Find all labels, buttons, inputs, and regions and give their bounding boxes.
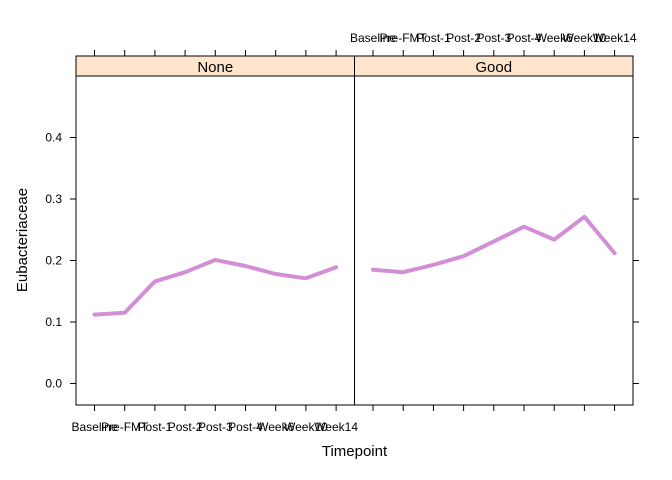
x-tick-label: Week6: [257, 420, 294, 434]
x-tick-label: Week14: [593, 31, 637, 45]
x-tick-label: Week10: [562, 31, 606, 45]
x-axis-label: Timepoint: [322, 443, 388, 460]
axes-layer: BaselinePre-FMTPost-1Post-2Post-3Post-4W…: [45, 31, 639, 434]
panels-layer: None Good: [75, 55, 634, 406]
x-tick-label: Baseline: [71, 420, 117, 434]
strip-label-none: None: [197, 59, 233, 76]
x-tick-label: Baseline: [350, 31, 396, 45]
x-tick-label: Post-4: [228, 420, 263, 434]
series-line-good: [371, 214, 617, 275]
x-tick-label: Post-4: [507, 31, 542, 45]
y-tick-label: 0.3: [45, 192, 62, 206]
x-tick-label: Post-3: [476, 31, 511, 45]
x-tick-label: Week14: [314, 420, 358, 434]
x-tick-label: Post-1: [416, 31, 451, 45]
strip-label-good: Good: [475, 59, 512, 76]
y-tick-label: 0.4: [45, 130, 62, 144]
x-tick-label: Week6: [536, 31, 573, 45]
y-tick-label: 0.0: [45, 376, 62, 390]
x-tick-label: Post-3: [198, 420, 233, 434]
x-tick-label: Post-2: [446, 31, 481, 45]
panel-frame-none: [75, 75, 355, 406]
x-tick-label: Pre-FMT: [101, 420, 149, 434]
y-tick-label: 0.2: [45, 253, 62, 267]
y-axis-label: Eubacteriaceae: [14, 188, 31, 292]
x-tick-label: Post-2: [168, 420, 203, 434]
x-tick-label: Week10: [284, 420, 328, 434]
y-tick-label: 0.1: [45, 315, 62, 329]
series-line-none: [92, 257, 339, 317]
x-tick-label: Pre-FMT: [380, 31, 428, 45]
x-tick-label: Post-1: [138, 420, 173, 434]
